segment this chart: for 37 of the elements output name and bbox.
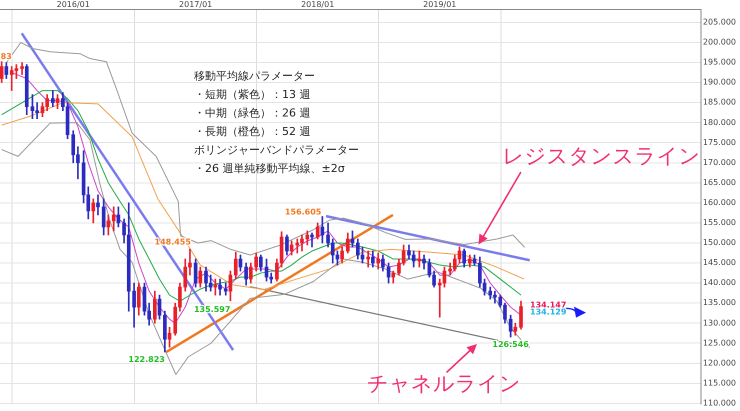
x-tick-label: 2019/01 — [423, 0, 456, 9]
annotation: ボリンジャーバンドパラメーター — [194, 143, 359, 156]
x-tick-label: 2018/01 — [301, 0, 334, 9]
y-tick-label: 120.000 — [702, 358, 736, 368]
annotation: 156.605 — [284, 208, 322, 217]
y-tick-label: 115.000 — [702, 378, 736, 388]
annotation: 122.823 — [128, 355, 165, 364]
y-tick-label: 195.000 — [702, 58, 736, 67]
y-tick-label: 135.000 — [702, 298, 736, 308]
x-tick-label: 2017/01 — [179, 0, 212, 9]
y-tick-label: 130.000 — [702, 318, 736, 328]
annotation: ・短期（紫色）：13 週 — [194, 88, 310, 101]
y-tick-label: 170.000 — [702, 158, 736, 167]
y-tick-label: 180.000 — [702, 118, 736, 127]
y-tick-label: 175.000 — [702, 138, 736, 147]
y-tick-label: 160.000 — [702, 198, 736, 207]
y-tick-label: 155.000 — [702, 218, 736, 228]
y-tick-label: 185.000 — [702, 98, 736, 107]
annotation: 移動平均線パラメーター — [194, 69, 315, 82]
annotation: ・長期（橙色）：52 週 — [194, 124, 310, 138]
annotation: 134.129 — [530, 308, 567, 317]
y-tick-label: 145.000 — [702, 258, 736, 268]
y-tick-label: 140.000 — [702, 278, 736, 288]
annotation: 134.147 — [530, 300, 566, 310]
annotation: 83 — [0, 52, 12, 61]
y-tick-label: 110.000 — [702, 398, 736, 408]
annotation: ・中期（緑色）：26 週 — [194, 106, 310, 120]
y-tick-label: 200.000 — [702, 38, 736, 47]
y-tick-label: 150.000 — [702, 238, 736, 248]
y-tick-label: 205.000 — [702, 18, 736, 27]
annotation: レジスタンスライン — [502, 144, 701, 168]
y-tick-label: 190.000 — [702, 78, 736, 87]
y-tick-label: 125.000 — [702, 338, 736, 348]
annotation: ・26 週単純移動平均線、±2σ — [194, 162, 345, 175]
y-tick-label: 165.000 — [702, 178, 736, 187]
annotation: チャネルライン — [367, 371, 521, 396]
x-tick-label: 2016/01 — [56, 0, 90, 9]
